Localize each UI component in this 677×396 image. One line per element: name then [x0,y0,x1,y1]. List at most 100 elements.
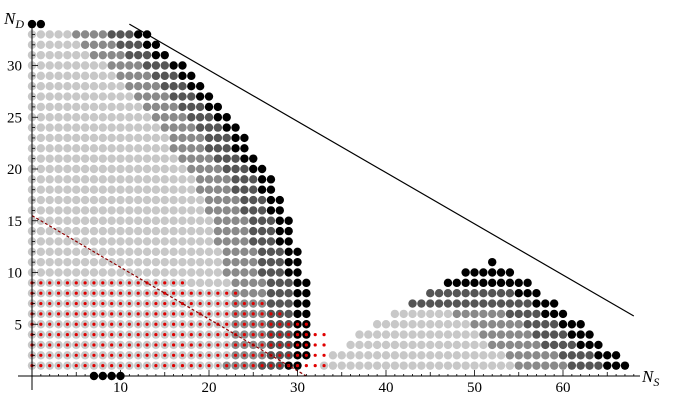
left-point [72,92,81,101]
left-point [231,226,240,236]
left-point [213,216,223,225]
left-point [116,40,125,49]
y-tick-label: 10 [7,266,22,282]
red-point [251,322,255,326]
right-point [585,351,594,360]
left-point [249,289,258,298]
left-point [231,268,240,277]
right-point [505,299,515,308]
red-point [92,281,96,285]
left-point [45,82,54,91]
left-point [160,144,169,153]
left-point [160,185,169,194]
left-point [45,185,54,194]
left-point [195,216,205,225]
left-point [89,133,99,143]
left-point [231,123,240,132]
left-point [275,226,284,236]
red-point [251,353,255,357]
left-point [293,268,302,277]
right-point [426,309,435,319]
left-point [151,40,161,49]
left-point [222,133,231,143]
red-point [189,364,193,368]
x-tick-label: 50 [467,380,482,396]
left-point [284,247,293,256]
right-point [488,289,497,298]
red-point [136,333,140,337]
left-point [89,40,99,49]
left-point [80,226,90,236]
left-point [178,195,187,205]
left-point [204,102,214,112]
right-point [381,330,391,339]
left-point [80,71,90,81]
red-point [65,291,69,295]
left-point [222,257,231,267]
red-point [92,333,96,337]
left-point [142,61,152,70]
right-point [408,309,417,319]
red-point [278,322,282,326]
red-point [304,322,308,326]
left-point [142,154,152,163]
right-point [514,330,523,339]
right-point [549,320,559,329]
left-point [134,257,143,267]
left-point [134,92,143,101]
red-point [154,301,158,306]
left-point [72,71,81,81]
left-point [231,164,240,174]
left-point [107,71,116,81]
left-point [204,144,214,153]
red-point [278,343,282,347]
left-point [266,237,276,246]
right-point [434,351,444,360]
right-point [434,320,444,329]
left-point [222,195,231,205]
x-axis-title: NS [641,367,659,389]
left-point [169,164,178,174]
red-point [180,343,185,347]
y-tick-label: 25 [7,110,22,126]
red-point [172,353,176,357]
left-point [275,247,284,256]
left-point [195,247,205,256]
left-point [80,175,90,184]
right-point [576,330,585,339]
right-point [514,299,523,308]
right-point [452,361,461,370]
red-point [127,312,131,316]
left-point [293,289,302,298]
left-point [98,257,108,267]
left-point [116,144,125,153]
right-point [479,320,488,329]
left-point [125,40,134,49]
left-point [98,113,108,122]
red-point [136,353,140,357]
right-point [470,351,479,360]
red-point [127,281,131,285]
left-point [275,299,284,308]
left-point [54,164,63,174]
left-point [36,154,46,163]
left-point [80,50,90,60]
left-point [151,133,161,143]
right-point [390,309,400,319]
right-point [496,268,506,277]
red-point [269,364,273,368]
red-point [269,322,273,326]
left-point [63,71,72,81]
left-point [54,82,63,91]
left-point [89,92,99,101]
left-point [80,154,90,163]
red-point [154,322,158,326]
left-point [266,206,276,215]
left-point [36,133,46,143]
red-point [56,343,61,347]
right-point [541,351,550,360]
right-point [505,320,515,329]
right-point [461,299,470,308]
left-point [80,247,90,256]
right-point [514,320,523,329]
